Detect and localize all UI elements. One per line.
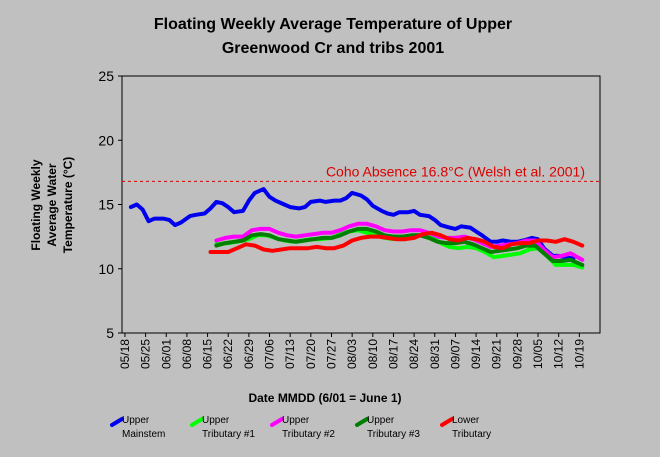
y-axis-label-line3: Temperature (°C) (61, 157, 75, 254)
threshold-label: Coho Absence 16.8°C (Welsh et al. 2001) (326, 163, 585, 179)
series-lines (128, 187, 585, 270)
x-axis: 05/18 05/25 06/01 06/08 06/15 06/22 06/29 07/06… (118, 333, 586, 369)
x-tick-label: 10/12 (552, 339, 566, 369)
x-tick-label: 07/06 (263, 339, 277, 369)
legend-swatch (270, 417, 284, 427)
series-line-5 (208, 230, 585, 254)
y-axis-label: Floating Weekly Average Water Temperatur… (29, 157, 75, 254)
x-tick-label: 06/29 (242, 339, 256, 369)
x-tick-label: 06/01 (159, 339, 173, 369)
chart-title-line1: Floating Weekly Average Temperature of U… (154, 16, 512, 33)
y-axis: 5 10 15 20 25 (98, 68, 122, 341)
legend-label: Lower (452, 415, 480, 426)
y-tick-label: 20 (98, 132, 114, 148)
legend: Upper Mainstem Upper Tributary #1 Upper Tribu… (110, 415, 491, 440)
series-line-4 (214, 226, 585, 267)
legend-label: Tributary #1 (202, 429, 255, 440)
x-tick-label: 08/10 (366, 339, 380, 369)
x-tick-label: 06/22 (221, 339, 235, 369)
legend-swatch (440, 417, 454, 427)
plot-area (121, 75, 601, 334)
legend-label: Upper (122, 415, 150, 426)
x-axis-label: Date MMDD (6/01 = June 1) (248, 391, 401, 405)
x-tick-label: 06/08 (180, 339, 194, 369)
y-tick-label: 5 (106, 325, 114, 341)
series-line-1 (128, 187, 576, 261)
legend-label: Upper (282, 415, 310, 426)
y-axis-label-line1: Floating Weekly (29, 159, 43, 250)
x-tick-label: 10/05 (531, 339, 545, 369)
y-axis-label-line2: Average Water (45, 163, 59, 246)
legend-label: Mainstem (122, 429, 165, 440)
legend-swatch (110, 417, 124, 427)
legend-label: Tributary (452, 429, 491, 440)
y-tick-label: 10 (98, 261, 114, 277)
y-tick-label: 15 (98, 197, 114, 213)
x-tick-label: 05/18 (118, 339, 132, 369)
legend-label: Tributary #3 (367, 429, 420, 440)
legend-label: Upper (367, 415, 395, 426)
x-tick-label: 09/28 (510, 339, 524, 369)
y-tick-label: 25 (98, 68, 114, 84)
x-tick-label: 08/24 (407, 339, 421, 369)
legend-label: Upper (202, 415, 230, 426)
legend-swatch (190, 417, 204, 427)
x-tick-label: 07/27 (324, 339, 338, 369)
legend-label: Tributary #2 (282, 429, 335, 440)
x-tick-label: 05/25 (139, 339, 153, 369)
legend-swatch (355, 417, 369, 427)
x-tick-label: 07/20 (304, 339, 318, 369)
x-tick-label: 08/31 (428, 339, 442, 369)
chart-title-line2: Greenwood Cr and tribs 2001 (222, 40, 444, 57)
x-tick-label: 09/21 (490, 339, 504, 369)
x-tick-label: 10/19 (572, 339, 586, 369)
x-tick-label: 06/15 (201, 339, 215, 369)
x-tick-label: 08/17 (386, 339, 400, 369)
x-tick-label: 09/07 (448, 339, 462, 369)
x-tick-label: 07/13 (283, 339, 297, 369)
x-tick-label: 09/14 (469, 339, 483, 369)
x-tick-label: 08/03 (345, 339, 359, 369)
